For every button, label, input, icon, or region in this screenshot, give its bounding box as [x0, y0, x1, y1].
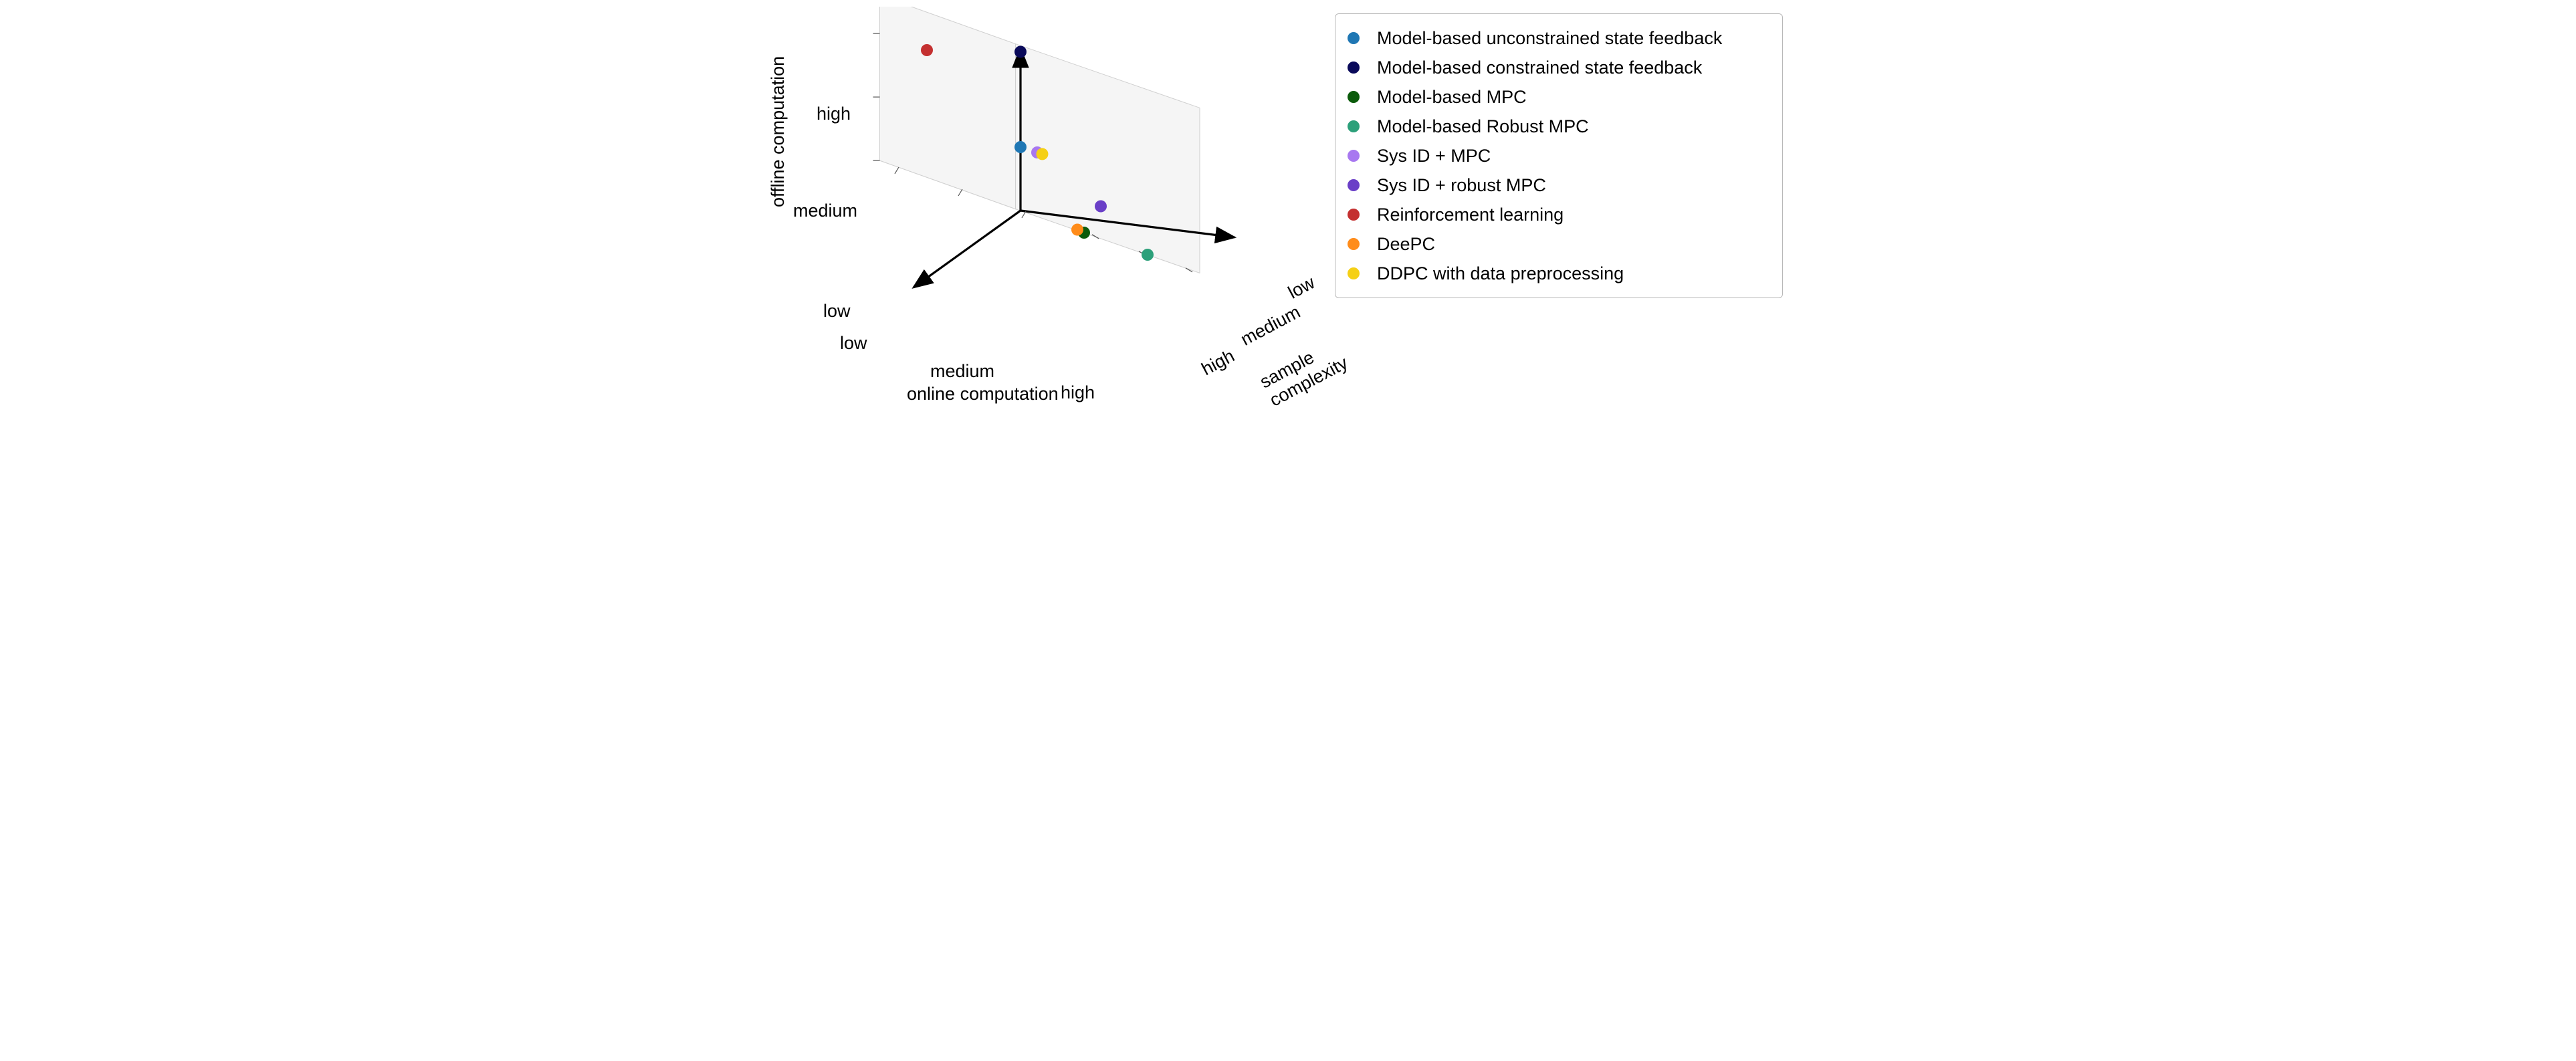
legend-item: Sys ID + MPC	[1348, 141, 1770, 170]
legend-item: DDPC with data preprocessing	[1348, 259, 1770, 288]
x-tick-low: low	[840, 333, 867, 354]
legend-label: DeePC	[1377, 234, 1435, 255]
legend-item: Model-based unconstrained state feedback	[1348, 23, 1770, 53]
legend-label: DDPC with data preprocessing	[1377, 263, 1624, 284]
x-tick-medium: medium	[930, 361, 994, 382]
legend-marker-icon	[1348, 179, 1360, 191]
legend-label: Model-based constrained state feedback	[1377, 57, 1702, 78]
legend-label: Model-based MPC	[1377, 87, 1527, 108]
z-tick-high: high	[817, 104, 851, 124]
x-axis-label: online computation	[907, 384, 1059, 404]
legend: Model-based unconstrained state feedback…	[1335, 13, 1783, 298]
data-point	[1095, 201, 1107, 213]
legend-label: Sys ID + MPC	[1377, 146, 1491, 166]
x-tick-high: high	[1061, 382, 1095, 403]
legend-item: Model-based constrained state feedback	[1348, 53, 1770, 82]
legend-marker-icon	[1348, 91, 1360, 103]
legend-marker-icon	[1348, 209, 1360, 221]
legend-label: Model-based Robust MPC	[1377, 116, 1589, 137]
data-point	[1142, 249, 1154, 261]
legend-marker-icon	[1348, 120, 1360, 132]
data-point	[1014, 141, 1027, 153]
plot-3d: offline computation low medium high onli…	[780, 7, 1328, 408]
figure-container: offline computation low medium high onli…	[773, 0, 1803, 425]
legend-marker-icon	[1348, 62, 1360, 74]
legend-item: Model-based Robust MPC	[1348, 112, 1770, 141]
legend-marker-icon	[1348, 267, 1360, 279]
z-tick-medium: medium	[793, 201, 857, 221]
data-point	[921, 44, 933, 56]
legend-marker-icon	[1348, 32, 1360, 44]
z-axis-label: offline computation	[768, 56, 788, 207]
z-tick-low: low	[823, 301, 851, 322]
legend-label: Sys ID + robust MPC	[1377, 175, 1546, 196]
legend-marker-icon	[1348, 238, 1360, 250]
data-point	[1037, 148, 1049, 160]
legend-label: Model-based unconstrained state feedback	[1377, 28, 1722, 49]
legend-item: Reinforcement learning	[1348, 200, 1770, 229]
data-point	[1071, 224, 1083, 236]
legend-item: Model-based MPC	[1348, 82, 1770, 112]
legend-label: Reinforcement learning	[1377, 205, 1564, 225]
legend-item: Sys ID + robust MPC	[1348, 170, 1770, 200]
data-point	[1014, 46, 1027, 58]
legend-item: DeePC	[1348, 229, 1770, 259]
legend-marker-icon	[1348, 150, 1360, 162]
